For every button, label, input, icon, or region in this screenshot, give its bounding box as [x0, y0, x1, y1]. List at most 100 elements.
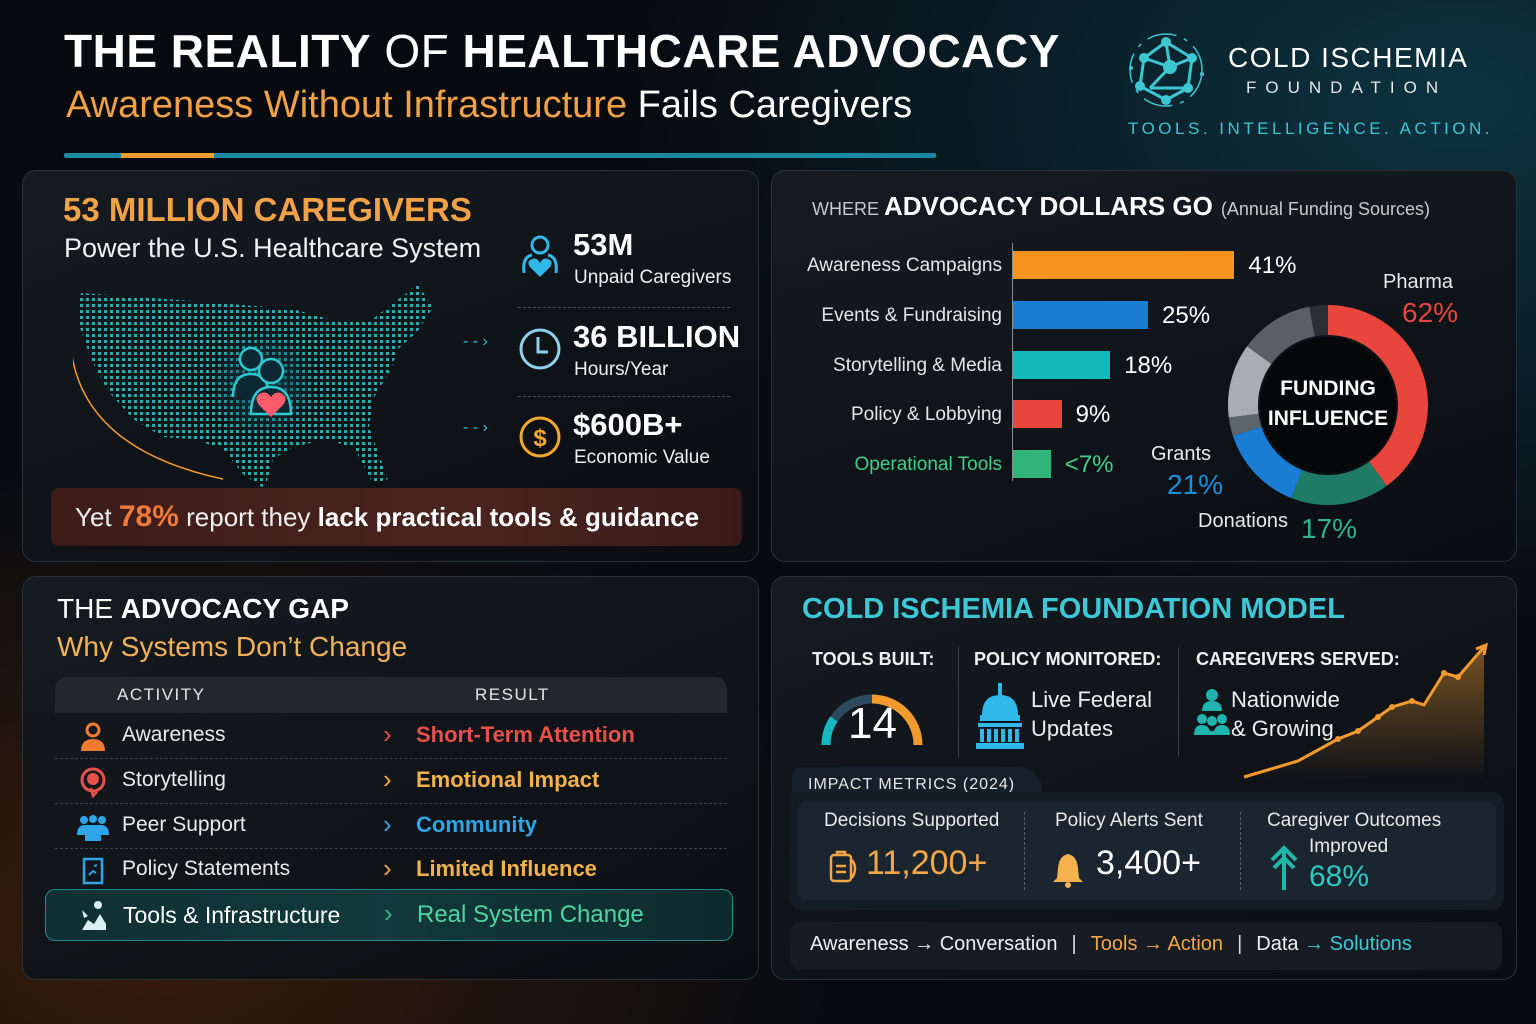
tools-built-value: 14 [848, 699, 897, 748]
brand-subname: FOUNDATION [1246, 78, 1448, 97]
bar [1013, 251, 1235, 279]
brand-name: COLD ISCHEMIA [1228, 42, 1469, 73]
impact-metrics-box: Decisions Supported 11,200+ Policy Alert… [790, 792, 1504, 910]
metric-decisions: Decisions Supported 11,200+ [824, 810, 1000, 883]
connector-arrow-icon: - - › [463, 419, 488, 436]
activity-label: Policy Statements [122, 857, 291, 880]
metric-outcomes: Caregiver Outcomes Improved 68% [1267, 810, 1442, 893]
group-icon [77, 811, 109, 843]
divider [518, 307, 730, 308]
people-network-icon [1194, 689, 1230, 735]
donut-value-grants: 21% [1167, 469, 1224, 500]
bar [1013, 450, 1051, 478]
speech-bubble-icon [77, 766, 109, 799]
header-divider [64, 153, 936, 158]
chevron-right-icon: › [383, 853, 392, 883]
result-label: Limited Influence [416, 856, 597, 881]
caregiver-heart-icon [522, 235, 558, 277]
network-globe-icon [1129, 33, 1204, 107]
tools-gauge-icon [821, 694, 923, 746]
gap-row-policy-statements: Policy Statements › Limited Influence [55, 849, 727, 893]
bar-row: Policy & Lobbying 9% [772, 400, 1512, 430]
page-subtitle: Awareness Without Infrastructure Fails C… [66, 84, 913, 126]
advocacy-gap-panel: THE ADVOCACY GAP Why Systems Don’t Chang… [22, 576, 759, 980]
policy-monitored-text: Live Federal Updates [1031, 687, 1153, 741]
model-flow-strip: Awareness → Conversation | Tools → Action |… [790, 922, 1502, 970]
activity-label: Awareness [122, 723, 226, 746]
gap-heading: THE ADVOCACY GAP [57, 593, 349, 624]
clock-icon [519, 328, 561, 370]
dollars-heading: WHERE ADVOCACY DOLLARS GO (Annual Funding… [812, 191, 1430, 221]
svg-text:$: $ [533, 425, 547, 452]
caregivers-banner: Yet 78% report they lack practical tools… [51, 488, 742, 546]
dollar-coin-icon: $ [519, 416, 561, 458]
model-heading: COLD ISCHEMIA FOUNDATION MODEL [802, 593, 1345, 625]
gap-row-peer-support: Peer Support › Community [55, 805, 727, 849]
divider [958, 647, 959, 757]
chevron-right-icon: › [383, 764, 392, 794]
result-label: Emotional Impact [416, 767, 600, 792]
bar [1013, 301, 1148, 329]
us-map-dots-icon [73, 285, 433, 489]
activity-label: Peer Support [122, 813, 246, 836]
bar-value: 25% [1162, 302, 1211, 329]
gap-table-header: ACTIVITY RESULT [55, 677, 727, 713]
divider [1024, 812, 1025, 890]
bar-row: Events & Fundraising 25% [772, 301, 1512, 331]
bell-icon [1053, 854, 1083, 888]
caregivers-panel: 53 MILLION CAREGIVERS Power the U.S. Hea… [22, 170, 759, 562]
bar-value: <7% [1064, 451, 1114, 478]
growth-trend-chart [1243, 643, 1488, 781]
result-label: Real System Change [417, 901, 644, 928]
capitol-icon [976, 683, 1024, 749]
chevron-right-icon: › [383, 719, 392, 749]
divider [1178, 647, 1179, 757]
gap-row-awareness: Awareness › Short-Term Attention [55, 715, 727, 759]
donut-label-pharma: Pharma [1383, 271, 1454, 293]
gap-row-tools-infrastructure: Tools & Infrastructure › Real System Cha… [45, 889, 733, 941]
bar-row: Storytelling & Media 18% [772, 351, 1512, 381]
caregivers-subheading: Power the U.S. Healthcare System [64, 233, 482, 263]
gap-row-storytelling: Storytelling › Emotional Impact [55, 760, 727, 804]
policy-monitored-label: POLICY MONITORED: [974, 649, 1162, 669]
caregivers-served-label: CAREGIVERS SERVED: [1196, 649, 1400, 669]
result-label: Community [416, 812, 537, 837]
donut-label-grants: Grants [1151, 443, 1212, 465]
page-title: THE REALITY OF HEALTHCARE ADVOCACY [64, 25, 1060, 77]
arrow-up-icon [1270, 845, 1298, 890]
tools-built-label: TOOLS BUILT: [812, 649, 935, 669]
donut-value-pharma: 62% [1402, 297, 1459, 328]
caregivers-served-text: Nationwide & Growing [1231, 687, 1340, 741]
funding-donut-chart [1228, 305, 1428, 505]
divider [518, 396, 730, 397]
connector-arrow-icon: - - › [463, 333, 488, 350]
tools-icon [78, 900, 110, 932]
bar-value: 41% [1248, 252, 1297, 279]
bar-label: Storytelling & Media [833, 355, 1002, 376]
activity-label: Storytelling [122, 768, 226, 791]
bar [1013, 400, 1062, 428]
person-icon [77, 721, 109, 753]
bar-value: 18% [1124, 352, 1173, 379]
metric-alerts: Policy Alerts Sent 3,400+ [1025, 802, 1240, 900]
gap-subheading: Why Systems Don’t Change [57, 631, 408, 662]
column-header-result: RESULT [475, 685, 550, 704]
activity-label: Tools & Infrastructure [123, 902, 341, 928]
chevron-right-icon: › [384, 898, 393, 928]
advocacy-dollars-panel: WHERE ADVOCACY DOLLARS GO (Annual Funding… [771, 170, 1517, 562]
column-header-activity: ACTIVITY [117, 685, 206, 704]
donut-label-donations: Donations [1198, 510, 1289, 532]
donut-value-donations: 17% [1301, 513, 1358, 544]
divider [1240, 812, 1241, 890]
bar-row: Operational Tools <7% [772, 450, 1512, 480]
bar-value: 9% [1075, 401, 1111, 428]
clipboard-icon [829, 850, 857, 883]
chevron-right-icon: › [383, 809, 392, 839]
bar-label: Events & Fundraising [821, 305, 1002, 326]
result-label: Short-Term Attention [416, 722, 635, 747]
bar-label: Policy & Lobbying [850, 404, 1002, 425]
bar [1013, 351, 1111, 379]
donut-center-label: FUNDING INFLUENCE [1267, 377, 1389, 430]
brand-tagline: TOOLS. INTELLIGENCE. ACTION. [1128, 119, 1494, 138]
bar-axis [1012, 243, 1013, 481]
